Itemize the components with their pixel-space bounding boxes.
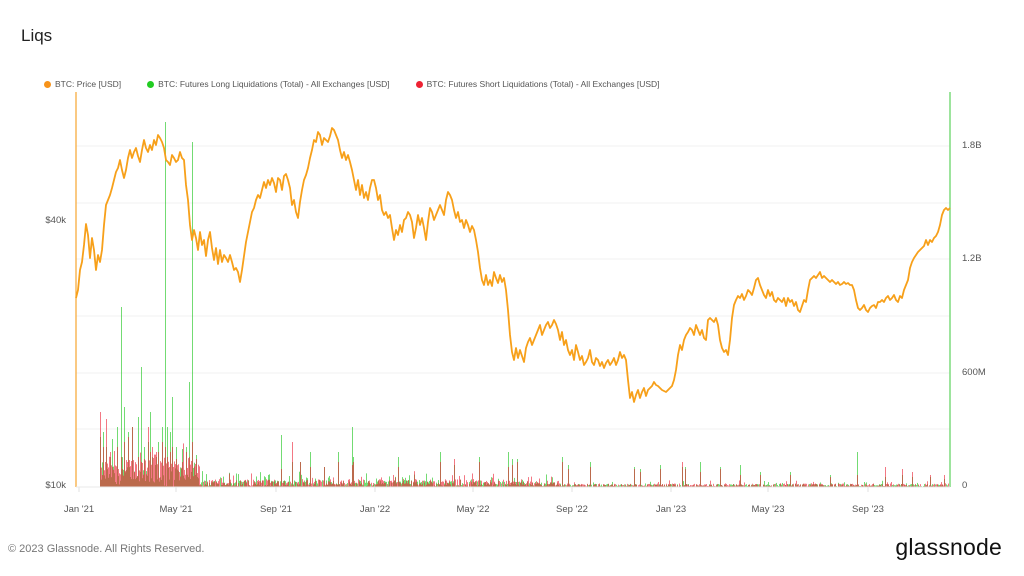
left-axis-tick: $10k	[45, 480, 66, 491]
legend-label: BTC: Futures Short Liquidations (Total) …	[426, 79, 660, 89]
legend: BTC: Price [USD] BTC: Futures Long Liqui…	[44, 79, 660, 89]
legend-item-short-liquidations[interactable]: BTC: Futures Short Liquidations (Total) …	[415, 79, 660, 89]
glassnode-logo: glassnode	[895, 534, 1002, 560]
x-axis-tick: Sep '21	[260, 504, 292, 515]
x-axis-tick: May '22	[456, 504, 490, 515]
legend-item-price[interactable]: BTC: Price [USD]	[44, 79, 121, 89]
orange-dot-icon	[44, 80, 51, 88]
x-axis-tick: May '23	[751, 504, 785, 515]
right-axis-tick: 600M	[962, 367, 986, 378]
chart-title: Liqs	[21, 26, 53, 45]
gridlines	[76, 145, 950, 492]
x-axis-tick: Jan '23	[655, 504, 687, 515]
green-dot-icon	[147, 80, 155, 88]
legend-label: BTC: Price [USD]	[55, 79, 122, 89]
liquidation-bars	[100, 122, 949, 487]
price-line	[75, 127, 951, 403]
x-axis-tick: Jan '22	[359, 504, 391, 515]
x-axis-tick: Sep '23	[852, 504, 884, 515]
x-axis-tick: Jan '21	[63, 504, 95, 515]
red-dot-icon	[415, 80, 423, 88]
right-axis-tick: 1.2B	[962, 253, 982, 264]
left-axis-tick: $40k	[45, 215, 66, 226]
x-axis-tick: May '21	[159, 504, 193, 515]
legend-item-long-liquidations[interactable]: BTC: Futures Long Liquidations (Total) -…	[147, 79, 390, 89]
right-axis-tick: 1.8B	[962, 140, 982, 151]
right-axis-tick: 0	[962, 480, 968, 491]
x-axis-tick: Sep '22	[556, 504, 588, 515]
copyright-footer: © 2023 Glassnode. All Rights Reserved.	[8, 543, 205, 555]
legend-label: BTC: Futures Long Liquidations (Total) -…	[158, 79, 390, 89]
